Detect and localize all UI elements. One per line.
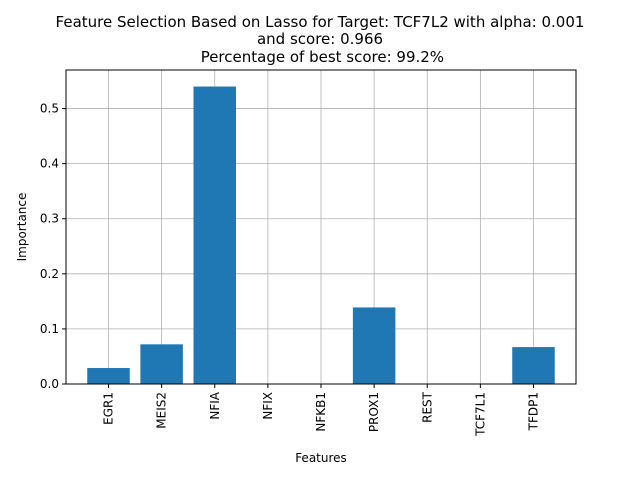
x-tick-label: REST	[420, 391, 434, 423]
y-axis-ticks: 0.0 0.1 0.2 0.3 0.4 0.5	[40, 102, 66, 391]
chart-title: Feature Selection Based on Lasso for Tar…	[56, 13, 585, 66]
y-tick-label: 0.3	[40, 212, 59, 226]
x-tick-label: NFKB1	[314, 392, 328, 432]
x-tick-label: TCF7L1	[473, 392, 487, 437]
chart-title-line-3: Percentage of best score: 99.2%	[196, 48, 444, 66]
x-tick-label: MEIS2	[155, 392, 169, 429]
chart-title-line-1: Feature Selection Based on Lasso for Tar…	[56, 13, 585, 31]
y-tick-label: 0.0	[40, 377, 59, 391]
bar-nfia	[193, 86, 236, 385]
bar-tfdp1	[512, 347, 555, 384]
y-axis-label: Importance	[15, 193, 29, 262]
bar-egr1	[87, 368, 130, 384]
x-tick-label: TFDP1	[527, 392, 541, 431]
bar-prox1	[352, 307, 396, 384]
chart-title-line-2: and score: 0.966	[257, 30, 383, 48]
x-axis-label: Features	[295, 451, 347, 465]
x-gridlines	[108, 70, 534, 384]
y-tick-label: 0.4	[40, 157, 59, 171]
y-tick-label: 0.1	[40, 322, 59, 336]
x-axis-ticks: EGR1 MEIS2 NFIA NFIX NFKB1 PROX1 REST TCF7L1 TFD…	[102, 384, 541, 437]
bars	[87, 86, 555, 385]
x-tick-label: PROX1	[367, 392, 381, 432]
y-tick-label: 0.2	[40, 267, 59, 281]
x-tick-label: NFIA	[208, 391, 222, 419]
x-tick-label: NFIX	[261, 392, 275, 420]
y-tick-label: 0.5	[40, 102, 59, 116]
x-tick-label: EGR1	[102, 392, 116, 425]
bar-meis2	[140, 344, 183, 384]
